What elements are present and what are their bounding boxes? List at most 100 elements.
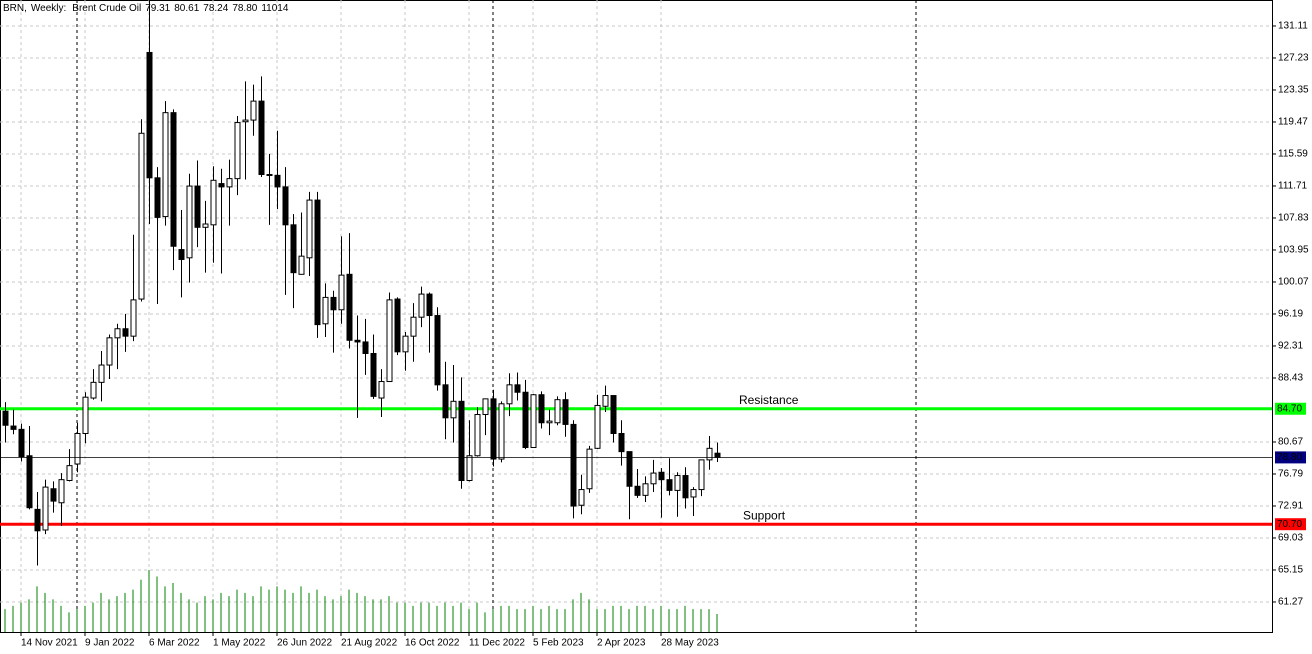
header-field: Weekly: xyxy=(31,3,66,14)
candle-body xyxy=(538,394,545,424)
candle-body xyxy=(610,395,617,434)
y-tick-label: 61.27 xyxy=(1278,597,1303,608)
candle-body xyxy=(674,475,681,491)
y-tick-label: 111.71 xyxy=(1278,181,1308,192)
candle-body xyxy=(498,403,505,460)
candle-body xyxy=(442,384,449,419)
candle-body xyxy=(386,299,393,383)
level-tag-label: 84.70 xyxy=(1277,403,1302,414)
candle-body xyxy=(322,296,329,325)
x-tick-label: 26 Jun 2022 xyxy=(277,638,332,649)
candle-body xyxy=(634,485,641,496)
candle-body xyxy=(522,391,529,449)
y-tick-label: 127.23 xyxy=(1278,53,1309,64)
candle-body xyxy=(714,452,721,458)
candle-body xyxy=(530,394,537,449)
candle-body xyxy=(170,112,177,247)
candle-body xyxy=(66,465,73,481)
candle-body xyxy=(210,179,217,226)
last-price-tag xyxy=(1275,451,1306,464)
header-field: 78.24 xyxy=(203,3,228,14)
y-tick-label: 119.47 xyxy=(1278,117,1308,128)
candle-body xyxy=(546,420,553,424)
candle-body xyxy=(306,199,313,259)
level-name: Support xyxy=(743,508,786,522)
header-field: 11014 xyxy=(261,3,289,14)
x-tick-label: 11 Dec 2022 xyxy=(469,638,525,649)
candle-body xyxy=(122,328,129,337)
y-tick-label: 96.19 xyxy=(1278,309,1303,320)
candle-body xyxy=(258,100,265,176)
candle-body xyxy=(706,447,713,461)
y-tick-label: 65.15 xyxy=(1278,565,1303,576)
candle-body xyxy=(194,185,201,228)
candle-body xyxy=(418,293,425,318)
x-tick-label: 14 Nov 2021 xyxy=(21,638,78,649)
candle-body xyxy=(490,398,497,460)
y-tick-label: 107.83 xyxy=(1278,213,1309,224)
candle-body xyxy=(698,459,705,491)
candle-body xyxy=(130,299,137,337)
candle-body xyxy=(450,400,457,419)
candle-body xyxy=(474,414,481,457)
candle-body xyxy=(114,328,121,339)
candle-body xyxy=(434,315,441,386)
candle-body xyxy=(402,335,409,353)
header-field: Brent Crude Oil xyxy=(72,3,141,14)
candle-body xyxy=(218,183,225,188)
candle-body xyxy=(202,223,209,228)
y-tick-label: 115.59 xyxy=(1278,149,1308,160)
y-tick-label: 69.03 xyxy=(1278,533,1303,544)
x-tick-label: 5 Feb 2023 xyxy=(533,638,584,649)
candle-body xyxy=(138,132,145,300)
candle-body xyxy=(362,341,369,354)
candle-body xyxy=(346,273,353,341)
candle-body xyxy=(74,432,81,465)
x-tick-label: 16 Oct 2022 xyxy=(405,638,460,649)
candle-body xyxy=(594,404,601,449)
candle-body xyxy=(618,432,625,453)
candle-body xyxy=(162,112,169,218)
candle-body xyxy=(34,508,41,532)
x-tick-label: 28 May 2023 xyxy=(661,638,719,649)
candle-body xyxy=(50,488,57,502)
candle-body xyxy=(274,174,281,188)
candle-body xyxy=(314,199,321,326)
header: BRN, Weekly: Brent Crude Oil 79.31 80.61 78.2… xyxy=(3,3,289,14)
candle-body xyxy=(282,186,289,226)
candle-body xyxy=(10,425,17,430)
candle-body xyxy=(154,177,161,218)
candle-body xyxy=(26,455,33,509)
candle-body xyxy=(226,178,233,188)
candle-body xyxy=(578,489,585,506)
plot-area: Resistance Support xyxy=(0,0,1272,632)
candle-body xyxy=(186,185,193,259)
axes: 131.11 127.23 123.35 119.47 115.59 111.71 107.… xyxy=(20,21,1309,649)
candle-body xyxy=(650,472,657,485)
y-tick-label: 76.79 xyxy=(1278,469,1303,480)
last-price-label: 78.80 xyxy=(1277,452,1302,463)
level-tag-label: 70.70 xyxy=(1277,519,1302,530)
candle-body xyxy=(354,339,361,343)
candle-body xyxy=(570,423,577,507)
y-tick-label: 72.91 xyxy=(1278,501,1303,512)
y-tick-label: 100.07 xyxy=(1278,277,1309,288)
candle-body xyxy=(58,479,65,504)
y-tick-label: 103.95 xyxy=(1278,245,1309,256)
candle-body xyxy=(506,384,513,405)
y-tick-label: 123.35 xyxy=(1278,85,1309,96)
candle-body xyxy=(626,451,633,487)
candle-body xyxy=(178,249,185,260)
candle-body xyxy=(338,274,345,311)
candle-body xyxy=(586,448,593,490)
candle-body xyxy=(298,255,305,275)
candle-body xyxy=(602,395,609,407)
candle-body xyxy=(330,296,337,311)
candle-body xyxy=(266,174,273,177)
candle-body xyxy=(458,400,465,481)
candle-body xyxy=(466,455,473,481)
level-name: Resistance xyxy=(739,393,799,407)
candle-body xyxy=(690,489,697,498)
y-tick-label: 131.11 xyxy=(1278,21,1308,32)
y-tick-label: 92.31 xyxy=(1278,341,1303,352)
